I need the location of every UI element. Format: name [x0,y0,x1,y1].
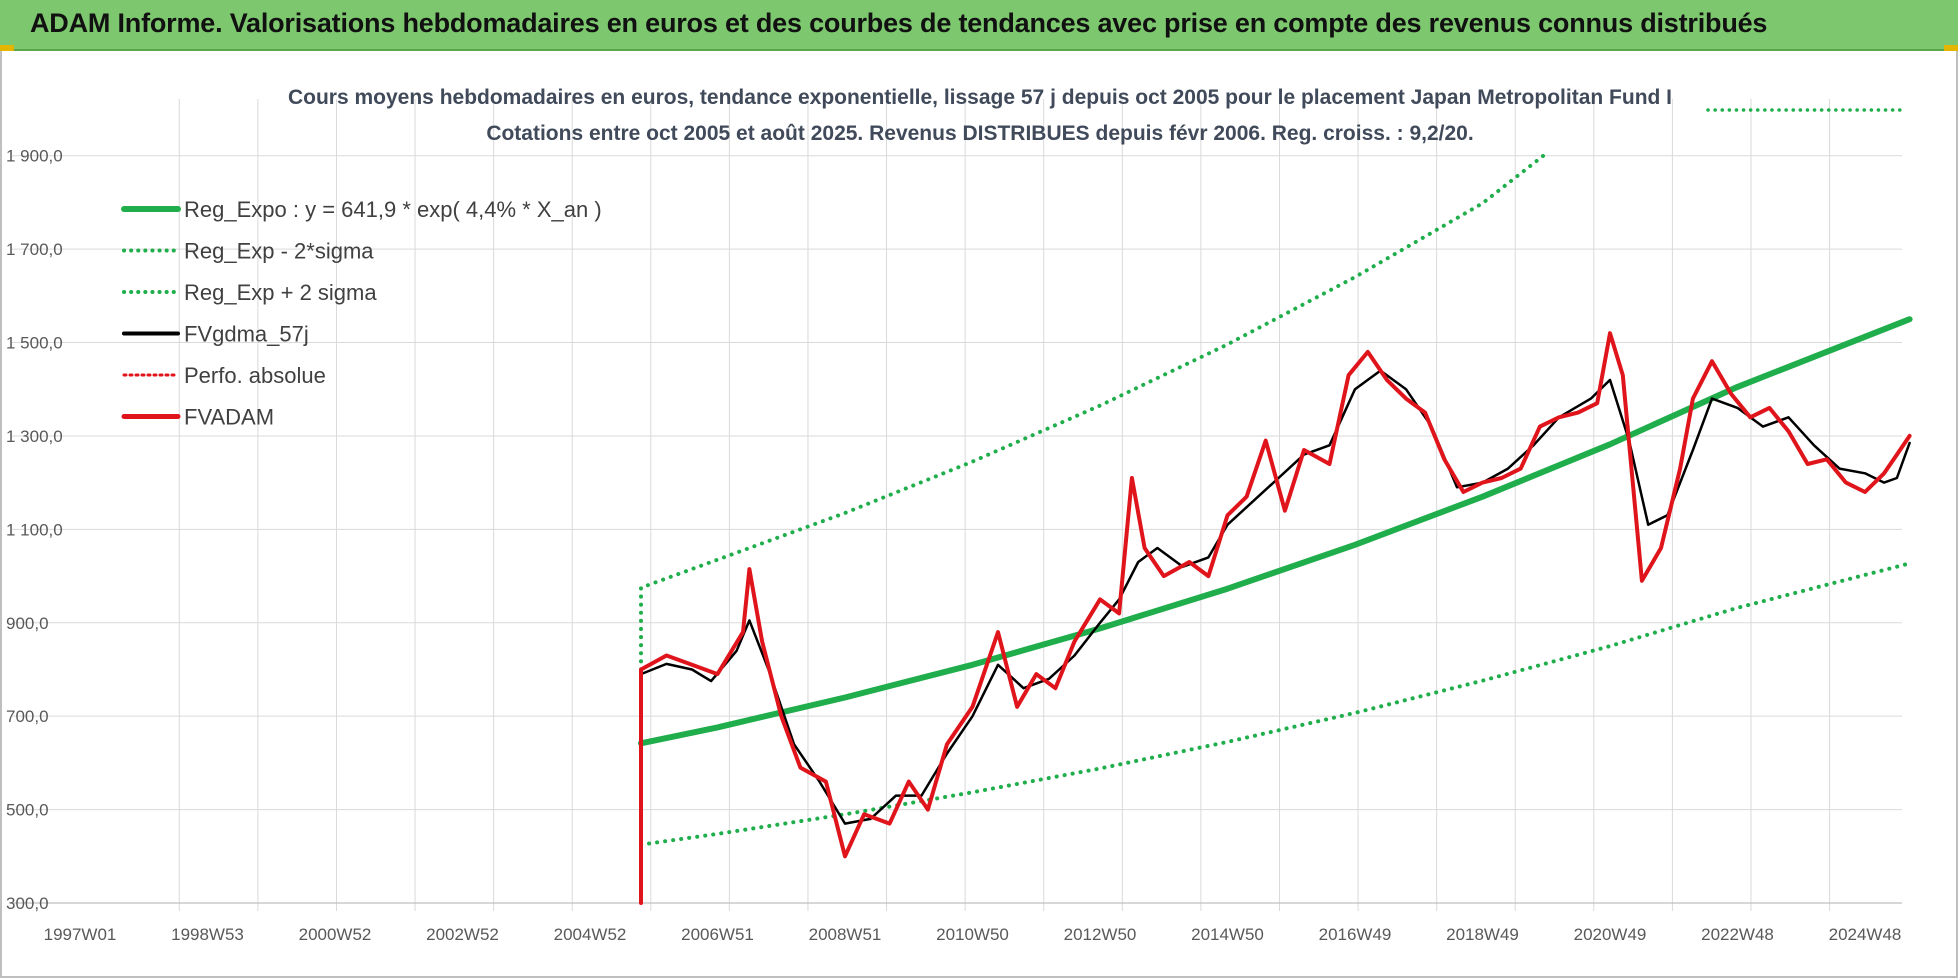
legend-label: FVADAM [184,405,274,430]
x-tick-label: 2002W52 [426,925,499,944]
banner-corner-right [1944,45,1958,51]
series-line-0 [638,316,1913,747]
x-tick-label: 2024W48 [1829,925,1902,944]
x-tick-label: 2020W49 [1574,925,1647,944]
x-tick-label: 2012W50 [1064,925,1137,944]
axis-labels: 300,0 500,0 700,0 900,0 1 100,0 1 300,0 1 500,… [6,147,1901,944]
chart-legend: Reg_Expo : y = 641,9 * exp( 4,4% * X_an … [121,197,602,430]
y-tick-label: 1 900,0 [6,147,63,166]
x-tick-label: 2008W51 [809,925,882,944]
y-tick-label: 300,0 [6,894,49,913]
y-tick-label: 1 300,0 [6,427,63,446]
x-tick-label: 2004W52 [554,925,627,944]
y-tick-label: 1 100,0 [6,520,63,539]
y-tick-label: 500,0 [6,801,49,820]
chart-title-line2: Cotations entre oct 2005 et août 2025. R… [486,122,1473,145]
series-line-3 [639,369,1911,825]
series-line-4 [640,332,1911,902]
y-tick-label: 700,0 [6,707,49,726]
banner-corner-left [0,45,14,51]
x-tick-label: 2022W48 [1701,925,1774,944]
series-line-1 [639,561,1912,847]
x-tick-label: 2018W49 [1446,925,1519,944]
x-tick-label: 2014W50 [1191,925,1264,944]
report-banner: ADAM Informe. Valorisations hebdomadaire… [0,0,1958,51]
x-tick-label: 2000W52 [299,925,372,944]
x-tick-label: 2016W49 [1319,925,1392,944]
legend-label: Perfo. absolue [184,363,326,388]
legend-label: Reg_Expo : y = 641,9 * exp( 4,4% * X_an … [184,197,602,222]
series-line-2 [639,151,1549,672]
y-tick-label: 1 500,0 [6,334,63,353]
legend-label: FVgdma_57j [184,322,309,347]
report-title: ADAM Informe. Valorisations hebdomadaire… [30,8,1768,38]
x-tick-label: 2006W51 [681,925,754,944]
x-tick-label: 1997W01 [44,925,117,944]
chart-title-line1: Cours moyens hebdomadaires en euros, ten… [288,86,1672,109]
legend-label: Reg_Exp + 2 sigma [184,280,377,305]
x-tick-label: 2010W50 [936,925,1009,944]
grid-lines [12,99,1902,911]
series-lines [638,151,1913,905]
chart-frame [0,51,1958,978]
series-line-5 [639,331,1912,905]
y-tick-label: 1 700,0 [6,240,63,259]
legend-label: Reg_Exp - 2*sigma [184,239,374,264]
x-tick-label: 1998W53 [171,925,244,944]
y-tick-label: 900,0 [6,614,49,633]
